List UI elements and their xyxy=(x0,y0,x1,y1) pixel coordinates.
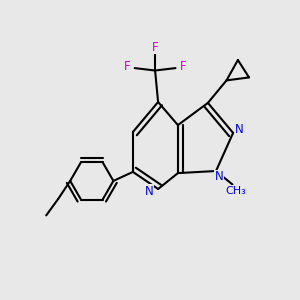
Text: N: N xyxy=(145,185,154,198)
Text: N: N xyxy=(235,123,244,136)
Text: F: F xyxy=(180,60,186,73)
Text: F: F xyxy=(124,60,130,73)
Text: F: F xyxy=(152,40,158,54)
Text: CH₃: CH₃ xyxy=(225,185,246,196)
Text: N: N xyxy=(214,170,224,184)
